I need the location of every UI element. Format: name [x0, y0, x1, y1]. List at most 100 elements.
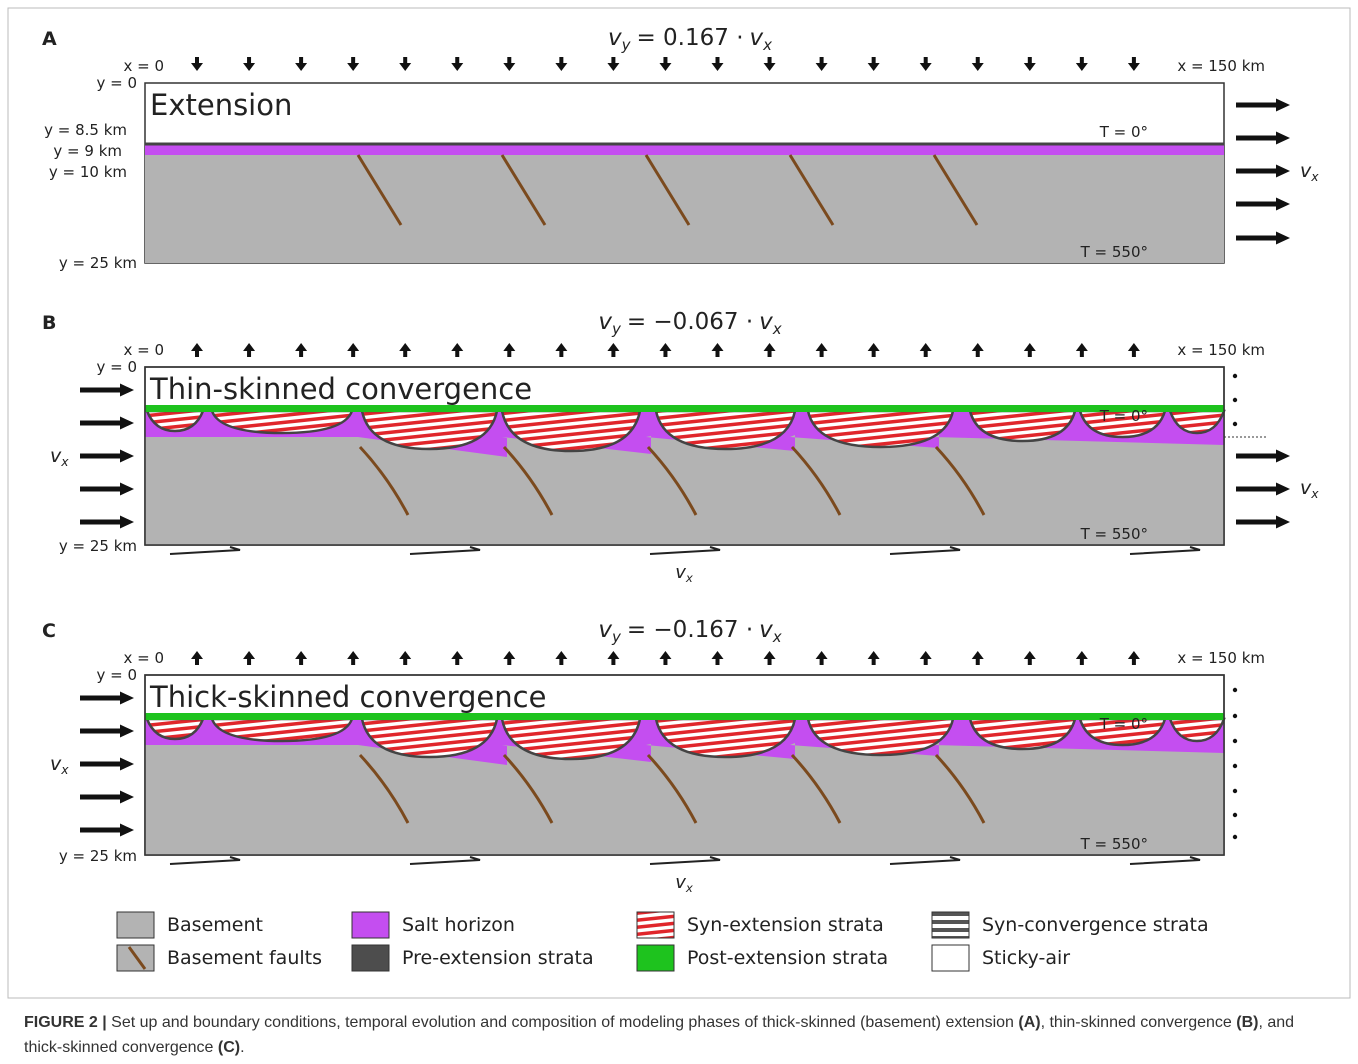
shear-arrow: [410, 857, 480, 864]
t-label: T = 0°: [1099, 715, 1148, 733]
arrow-icon: [816, 651, 828, 665]
arrow-icon: [1076, 651, 1088, 665]
arrow-icon: [1076, 57, 1088, 71]
arrow-icon: [243, 57, 255, 71]
eq-symbol: v: [759, 309, 773, 335]
legend-label: Salt horizon: [402, 914, 515, 936]
panel-letter: C: [42, 620, 56, 642]
arrow-icon: [1128, 651, 1140, 665]
x-label: x = 150 km: [1177, 649, 1265, 667]
arrow-icon: [503, 57, 515, 71]
arrow-icon: [399, 651, 411, 665]
arrow-icon: [243, 343, 255, 357]
x-label: x = 150 km: [1177, 341, 1265, 359]
velocity-subscript: x: [685, 571, 694, 585]
arrow-icon: [972, 651, 984, 665]
y-label: y = 25 km: [59, 537, 137, 555]
x-label: x = 0: [123, 341, 164, 359]
arrow-icon: [1236, 450, 1290, 463]
arrow-icon: [80, 692, 134, 705]
velocity-label: vx: [1300, 160, 1319, 184]
y-label: y = 25 km: [59, 847, 137, 865]
shear-arrow: [410, 547, 480, 554]
arrow-icon: [451, 651, 463, 665]
arrow-icon: [503, 343, 515, 357]
arrow-icon: [295, 651, 307, 665]
eq-subscript: x: [772, 320, 782, 338]
velocity-symbol: v: [1300, 477, 1312, 499]
velocity-label: vx: [675, 562, 694, 585]
arrow-icon: [80, 824, 134, 837]
y-label: y = 9 km: [53, 142, 122, 160]
arrow-icon: [764, 651, 776, 665]
basement: [145, 155, 1224, 263]
shear-arrow: [890, 547, 960, 554]
y-label: y = 8.5 km: [44, 121, 127, 139]
dot: [1233, 714, 1237, 718]
arrow-icon: [191, 651, 203, 665]
arrow-icon: [1236, 232, 1290, 245]
arrow-icon: [80, 483, 134, 496]
eq-subscript: y: [611, 320, 622, 338]
x-label: x = 150 km: [1177, 57, 1265, 75]
arrow-icon: [555, 651, 567, 665]
shear-arrow: [650, 857, 720, 864]
arrow-icon: [868, 343, 880, 357]
legend-label: Sticky-air: [982, 947, 1070, 969]
eq-symbol: v: [759, 617, 773, 643]
arrow-icon: [80, 516, 134, 529]
arrow-icon: [191, 57, 203, 71]
dot: [1233, 739, 1237, 743]
equation: vy= −0.167 ·vx: [598, 617, 781, 646]
t-label: T = 0°: [1099, 407, 1148, 425]
velocity-symbol: v: [675, 872, 686, 893]
salt-horizon: [145, 144, 1224, 155]
arrow-icon: [80, 758, 134, 771]
dot: [1233, 835, 1237, 839]
equation: vy= −0.067 ·vx: [598, 309, 781, 338]
legend-swatch: [637, 945, 674, 971]
arrow-icon: [555, 57, 567, 71]
legend-swatch: [117, 912, 154, 938]
panel-title: Thick-skinned convergence: [149, 680, 546, 714]
eq-body: = −0.167 ·: [627, 617, 753, 643]
arrow-icon: [80, 384, 134, 397]
legend-label: Post-extension strata: [687, 947, 888, 969]
velocity-symbol: v: [675, 562, 686, 583]
eq-symbol: v: [750, 25, 764, 51]
arrow-icon: [451, 343, 463, 357]
dot: [1233, 688, 1237, 692]
arrow-icon: [1236, 483, 1290, 496]
arrow-icon: [80, 791, 134, 804]
arrow-icon: [399, 343, 411, 357]
shear-arrow: [650, 547, 720, 554]
arrow-icon: [920, 57, 932, 71]
caption-text: .: [240, 1039, 244, 1056]
legend-swatch: [637, 912, 674, 938]
panel-letter: A: [42, 28, 57, 50]
arrow-icon: [80, 450, 134, 463]
arrow-icon: [972, 57, 984, 71]
arrow-icon: [347, 651, 359, 665]
velocity-subscript: x: [60, 455, 69, 469]
arrow-icon: [607, 343, 619, 357]
t-label: T = 0°: [1099, 123, 1148, 141]
eq-subscript: y: [621, 36, 632, 54]
legend-swatch: [352, 945, 389, 971]
velocity-symbol: v: [50, 753, 62, 775]
post-extension: [145, 405, 1224, 412]
arrow-icon: [920, 651, 932, 665]
arrow-icon: [659, 57, 671, 71]
eq-subscript: y: [611, 628, 622, 646]
arrow-icon: [868, 651, 880, 665]
equation: vy= 0.167 ·vx: [608, 25, 772, 54]
legend-label: Syn-extension strata: [687, 914, 884, 936]
x-label: x = 0: [123, 57, 164, 75]
arrow-icon: [555, 343, 567, 357]
dot: [1233, 398, 1237, 402]
t-label: T = 550°: [1080, 835, 1148, 853]
figure: Avy= 0.167 ·vxx = 0x = 150 kmExtensionT …: [0, 0, 1358, 1064]
shear-arrow: [890, 857, 960, 864]
arrow-icon: [1024, 651, 1036, 665]
arrow-icon: [80, 725, 134, 738]
